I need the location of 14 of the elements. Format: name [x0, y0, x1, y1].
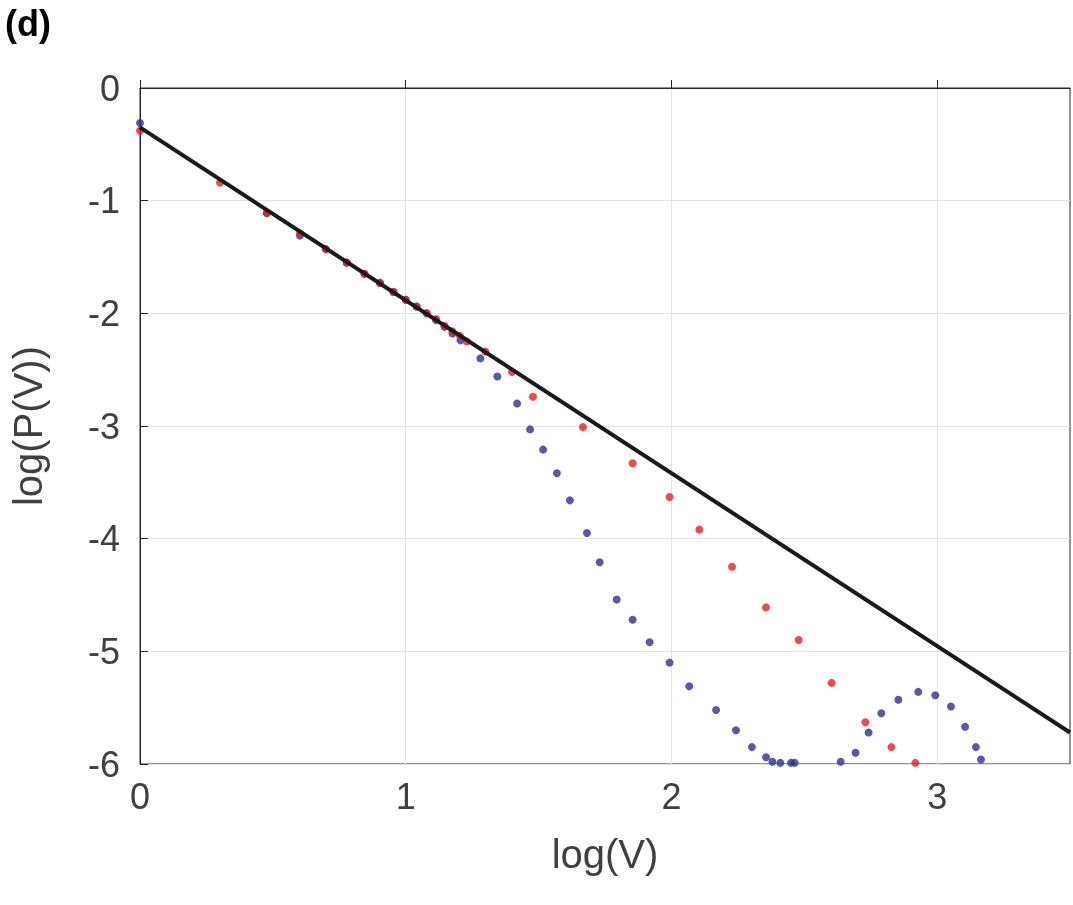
chart-title: (d) [5, 2, 51, 44]
x-tick-label: 1 [395, 775, 416, 817]
y-tick-label: -2 [87, 292, 120, 334]
y-tick-label: 0 [99, 67, 120, 109]
y-tick-label: -3 [87, 405, 120, 447]
x-tick-label: 2 [661, 775, 682, 817]
y-tick-label: -6 [87, 743, 120, 785]
y-tick-label: -5 [87, 630, 120, 672]
y-axis-title: log(P(V)) [6, 345, 50, 507]
x-tick-label: 3 [927, 775, 948, 817]
x-tick-label: 0 [129, 775, 151, 817]
y-tick-label: -1 [87, 180, 120, 222]
x-axis-title: log(V) [551, 832, 659, 876]
y-tick-label: -4 [87, 518, 120, 560]
